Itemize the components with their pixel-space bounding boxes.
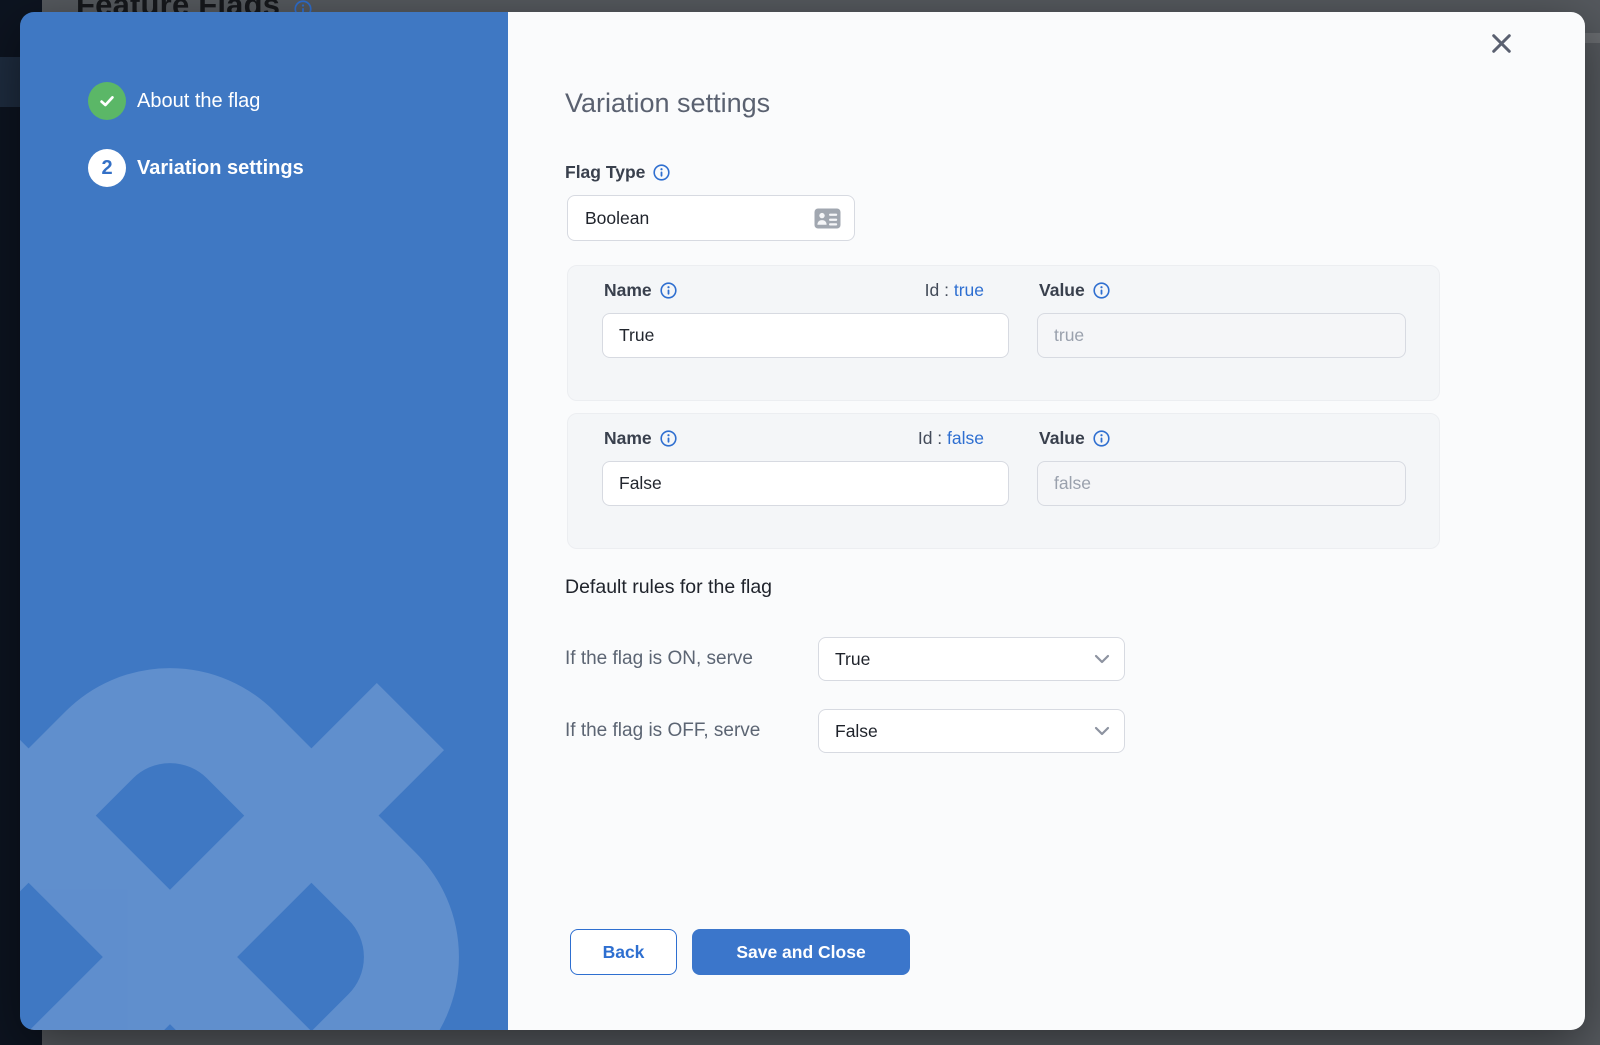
chevron-down-icon: [1094, 654, 1110, 664]
back-button[interactable]: Back: [570, 929, 677, 975]
id-value: false: [947, 428, 984, 448]
variation-card-true: Name Id : true Value: [567, 265, 1440, 401]
info-icon[interactable]: [660, 282, 677, 299]
value-label-text: Value: [1039, 280, 1085, 300]
rule-on-select[interactable]: True: [818, 637, 1125, 681]
panel-title: Variation settings: [565, 88, 771, 118]
step-label: Variation settings: [137, 156, 304, 179]
flag-type-select[interactable]: Boolean: [567, 195, 855, 241]
dimmed-toolbar-sliver: [1585, 33, 1600, 43]
chevron-down-icon: [1094, 726, 1110, 736]
info-icon[interactable]: [1093, 430, 1110, 447]
rule-off-value: False: [835, 720, 878, 741]
save-and-close-button[interactable]: Save and Close: [692, 929, 910, 975]
variation-value-input[interactable]: [1037, 313, 1406, 358]
value-label-text: Value: [1039, 428, 1085, 448]
variation-settings-panel: Variation settings Flag Type Boolean: [508, 12, 1585, 1030]
flag-type-label-text: Flag Type: [565, 162, 646, 182]
step-label: About the flag: [137, 89, 261, 112]
info-icon[interactable]: [653, 164, 670, 181]
variation-name-input[interactable]: [602, 313, 1009, 358]
variation-value-input[interactable]: [1037, 461, 1406, 506]
close-button[interactable]: [1485, 27, 1517, 59]
step-about-the-flag[interactable]: About the flag: [88, 82, 260, 120]
info-icon[interactable]: [1093, 282, 1110, 299]
step-number-badge: 2: [88, 149, 126, 187]
close-icon: [1489, 31, 1514, 56]
stepper-panel: About the flag 2 Variation settings: [20, 12, 508, 1030]
id-prefix: Id :: [924, 280, 949, 300]
info-icon[interactable]: [660, 430, 677, 447]
id-card-icon: [814, 208, 841, 229]
variation-id: Id : true: [602, 280, 984, 301]
default-rules-heading: Default rules for the flag: [565, 576, 773, 598]
rule-on-value: True: [835, 648, 871, 669]
name-label-text: Name: [604, 428, 652, 448]
variation-id: Id : false: [602, 428, 984, 449]
rule-off-select[interactable]: False: [818, 709, 1125, 753]
id-value: true: [953, 280, 984, 300]
variation-card-false: Name Id : false Value: [567, 413, 1440, 549]
name-label: Name: [604, 280, 677, 301]
name-label: Name: [604, 428, 677, 449]
rule-off-label: If the flag is OFF, serve: [565, 720, 761, 741]
rule-on-label: If the flag is ON, serve: [565, 648, 753, 669]
id-prefix: Id :: [917, 428, 943, 448]
flag-type-label: Flag Type: [565, 162, 670, 183]
value-label: Value: [1039, 280, 1110, 301]
variation-name-input[interactable]: [602, 461, 1009, 506]
value-label: Value: [1039, 428, 1110, 449]
step-variation-settings[interactable]: 2 Variation settings: [88, 149, 304, 187]
step-completed-check-icon: [88, 82, 126, 120]
create-flag-modal: About the flag 2 Variation settings Vari…: [20, 12, 1585, 1030]
name-label-text: Name: [604, 280, 652, 300]
flag-type-value: Boolean: [585, 207, 650, 228]
